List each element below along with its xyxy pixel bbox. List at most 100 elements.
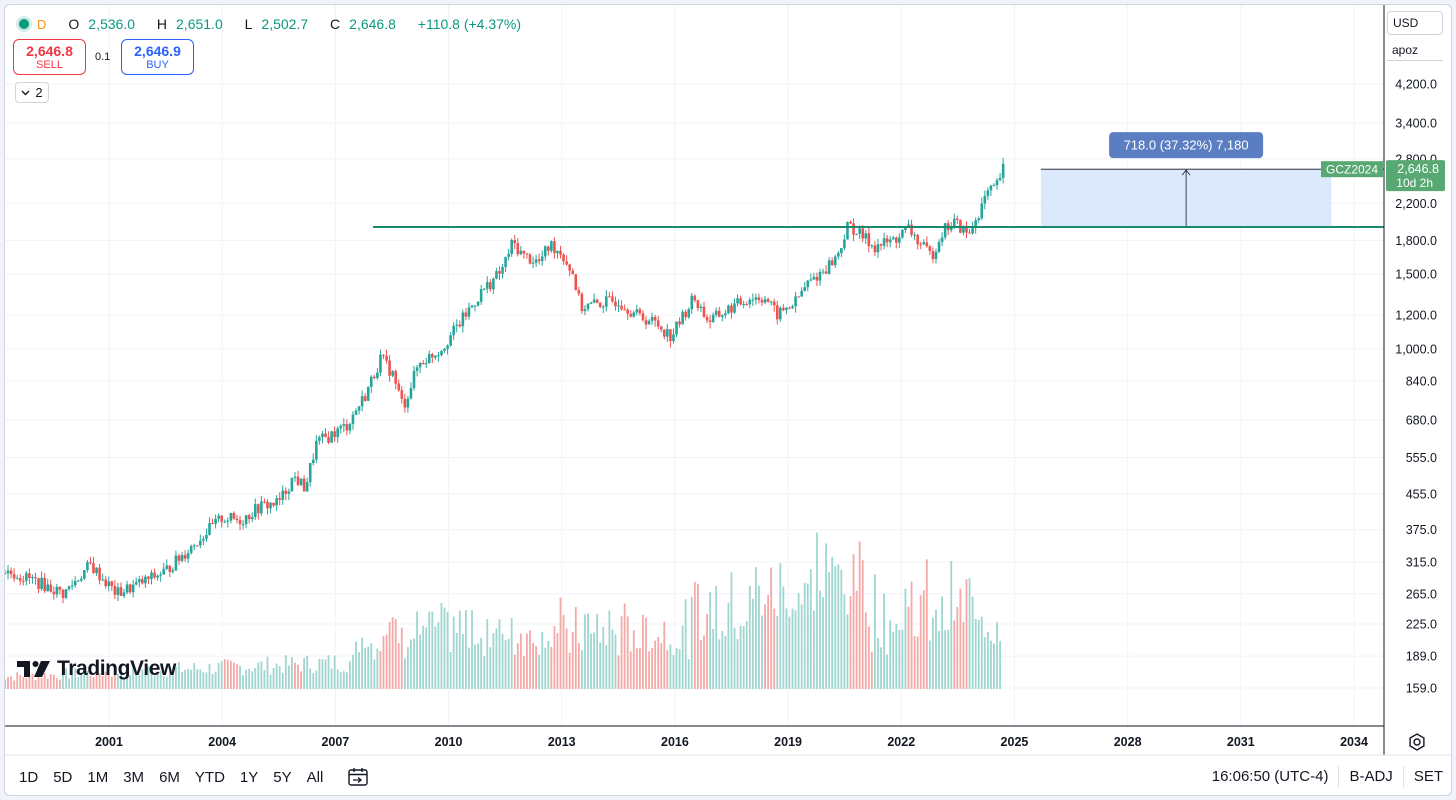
volume-bar <box>693 581 696 689</box>
candle-body <box>830 260 834 266</box>
volume-bar <box>739 625 742 689</box>
candle-body <box>974 220 977 229</box>
candle-body <box>232 512 236 519</box>
interval-label[interactable]: D <box>37 16 47 32</box>
candle-body <box>885 238 889 243</box>
candle-body <box>61 589 65 598</box>
clock-timezone[interactable]: 16:06:50 (UTC-4) <box>1211 768 1329 785</box>
scale-mode-selector[interactable]: apoz <box>1387 39 1443 61</box>
candle-body <box>745 304 749 306</box>
candle-body <box>86 562 89 571</box>
candle-body <box>669 329 672 342</box>
volume-bar <box>297 664 299 689</box>
volume-bar <box>486 619 489 689</box>
candle-body <box>397 383 401 391</box>
volume-bar <box>907 606 910 689</box>
x-tick-label: 2019 <box>774 735 802 749</box>
range-3m[interactable]: 3M <box>123 768 145 786</box>
candle-body <box>366 386 370 401</box>
candle-body <box>940 237 944 243</box>
volume-bar <box>156 674 159 689</box>
candle-body <box>879 244 883 246</box>
buy-button[interactable]: 2,646.9 BUY <box>121 39 194 75</box>
volume-bar <box>880 647 882 689</box>
candle-body <box>208 523 211 535</box>
candle-body <box>965 225 968 233</box>
volume-bar <box>318 659 321 689</box>
candle-body <box>153 572 156 578</box>
volume-bar <box>971 596 974 689</box>
range-1d[interactable]: 1D <box>19 768 39 786</box>
volume-bar <box>202 672 205 689</box>
sell-button[interactable]: 2,646.8 SELL <box>13 39 86 75</box>
price-chart[interactable]: 718.0 (37.32%) 7,1804,200.03,400.02,800.… <box>5 5 1452 796</box>
candle-body <box>583 309 587 312</box>
range-6m[interactable]: 6M <box>159 768 180 786</box>
candle-body <box>28 573 31 578</box>
candle-body <box>427 354 431 364</box>
candle-body <box>250 517 254 520</box>
ohlc-values: O 2,536.0 H 2,651.0 L 2,502.7 C 2,646.8 +110… <box>68 16 539 32</box>
range-all[interactable]: All <box>306 768 324 786</box>
indicators-toggle-button[interactable]: 2 <box>15 82 49 103</box>
volume-bar <box>993 643 995 689</box>
candle-body <box>83 570 86 579</box>
volume-bar <box>928 640 931 689</box>
session-toggle[interactable]: SET <box>1402 766 1451 788</box>
candle-body <box>412 370 416 389</box>
volume-bar <box>513 654 516 689</box>
volume-bar <box>892 631 895 689</box>
volume-bar <box>587 613 589 689</box>
candle-body <box>46 584 50 592</box>
settings-gear-icon[interactable] <box>1407 732 1427 752</box>
range-5d[interactable]: 5D <box>53 768 73 786</box>
candle-body <box>15 578 19 580</box>
volume-bar <box>193 663 196 689</box>
candle-body <box>733 303 736 313</box>
range-5y[interactable]: 5Y <box>273 768 292 786</box>
candle-body <box>797 296 800 298</box>
candle-body <box>34 577 37 579</box>
range-1y[interactable]: 1Y <box>239 768 259 786</box>
volume-bar <box>657 637 660 689</box>
range-ytd[interactable]: YTD <box>194 768 225 786</box>
adjustment-toggle[interactable]: B-ADJ <box>1338 766 1402 788</box>
volume-bar <box>962 621 965 689</box>
candle-body <box>653 317 657 321</box>
candle-body <box>195 545 199 547</box>
candle-body <box>482 288 486 290</box>
candle-body <box>125 584 129 593</box>
y-tick-label: 455.0 <box>1406 488 1437 502</box>
close-value: 2,646.8 <box>349 16 396 32</box>
volume-bar <box>577 643 580 689</box>
candle-body <box>333 431 336 438</box>
volume-bar <box>733 627 736 689</box>
volume-bar <box>199 669 202 689</box>
candle-body <box>907 224 910 228</box>
volume-bar <box>306 655 309 689</box>
candle-body <box>794 296 797 307</box>
volume-bar <box>898 630 901 689</box>
volume-bar <box>727 602 730 689</box>
volume-bar <box>541 632 544 689</box>
candle-body <box>467 307 471 317</box>
volume-bar <box>672 654 675 689</box>
candle-body <box>861 228 865 239</box>
tradingview-watermark[interactable]: TradingView <box>17 657 176 681</box>
candle-body <box>1001 163 1005 178</box>
candle-body <box>595 299 599 303</box>
candle-body <box>812 276 816 280</box>
candle-body <box>376 372 379 378</box>
volume-bar <box>291 657 293 689</box>
range-1m[interactable]: 1M <box>87 768 109 786</box>
calendar-goto-icon[interactable] <box>347 767 369 787</box>
candle-body <box>894 237 898 243</box>
volume-bar <box>932 617 934 689</box>
candle-body <box>553 241 556 254</box>
volume-bar <box>272 667 275 689</box>
volume-bar <box>700 640 702 689</box>
candle-body <box>159 574 162 576</box>
volume-bar <box>522 655 525 689</box>
currency-selector[interactable]: USD <box>1387 11 1443 35</box>
watermark-text: TradingView <box>57 657 176 680</box>
